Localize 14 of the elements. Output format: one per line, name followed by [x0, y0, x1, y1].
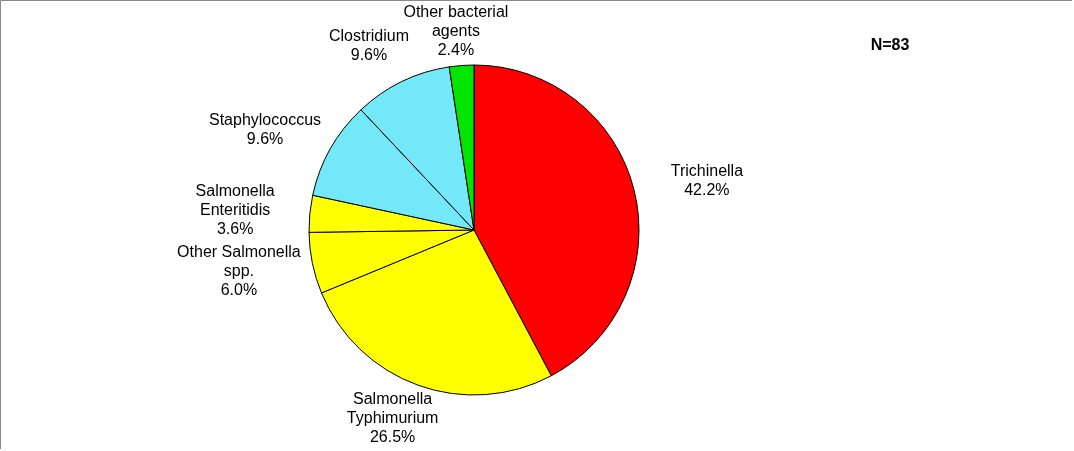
data-label: 9.6% — [350, 46, 388, 64]
slice-label: Salmonella Enteritidis — [195, 181, 275, 218]
slice-label: Staphylococcus — [209, 110, 322, 128]
data-label: 42.2% — [684, 181, 730, 199]
slice-label: Other Salmonella spp. — [177, 243, 301, 280]
data-label: 9.6% — [246, 129, 284, 147]
data-label: 6.0% — [220, 281, 258, 299]
slice-label: Trichinella — [670, 162, 744, 180]
data-label: 2.4% — [437, 41, 475, 58]
slice-label: Clostridium — [328, 27, 409, 45]
text: N=83 — [870, 36, 910, 53]
slice-label: Salmonella Typhimurium — [346, 390, 439, 426]
data-label: 3.6% — [216, 219, 254, 237]
data-label: 26.5% — [369, 428, 416, 445]
